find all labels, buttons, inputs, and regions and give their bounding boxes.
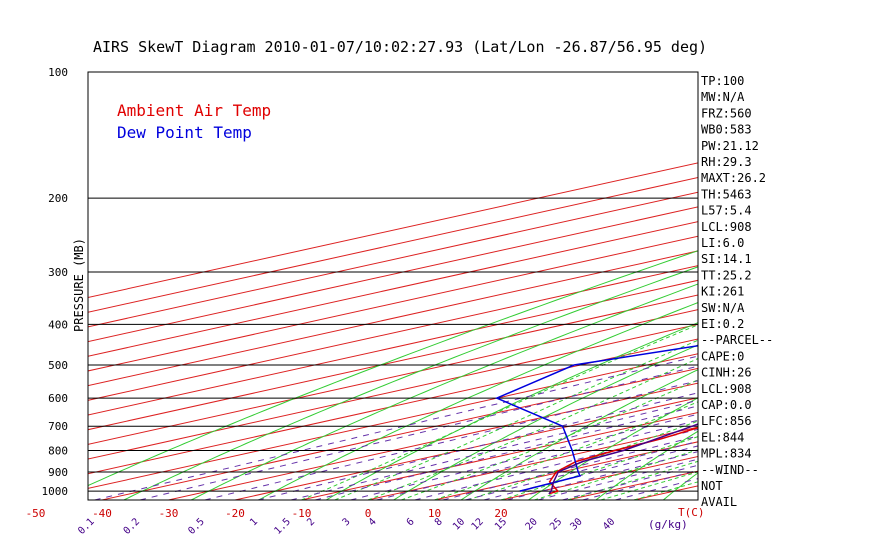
isotherm-line — [88, 191, 698, 328]
stability-index-label: AVAIL — [701, 495, 737, 509]
moist-adiabat-line — [567, 460, 698, 500]
bottom-temp-tick-label: -10 — [292, 507, 312, 520]
moist-adiabat-line — [301, 324, 698, 500]
isotherm-line — [234, 397, 698, 500]
x-axis-label: T(C) — [678, 506, 705, 519]
pressure-tick-label: 200 — [48, 192, 68, 205]
isotherm-line — [88, 177, 698, 313]
plot-frame — [87, 71, 699, 501]
isotherm-line — [88, 162, 698, 299]
stability-index-label: L57:5.4 — [701, 204, 752, 218]
pressure-tick-label: 1000 — [42, 485, 69, 498]
pressure-tick-label: 100 — [48, 66, 68, 79]
dry-adiabat-line — [88, 250, 698, 487]
stability-index-label: KI:261 — [701, 285, 744, 299]
stability-index-label: WB0:583 — [701, 123, 752, 137]
bottom-temp-tick-label: -50 — [26, 507, 46, 520]
isotherm-line — [88, 323, 698, 460]
dry-adiabat-line — [595, 430, 698, 500]
moist-adiabat-line — [500, 436, 698, 500]
series-line-1 — [494, 345, 698, 492]
isotherm-line — [88, 338, 698, 475]
series-line-0 — [548, 426, 698, 495]
chart-title: AIRS SkewT Diagram 2010-01-07/10:02:27.9… — [93, 38, 707, 56]
stability-index-label: EI:0.2 — [701, 317, 744, 331]
isotherm-line — [367, 426, 698, 500]
stability-index-label: FRZ:560 — [701, 106, 752, 120]
bottom-temp-tick-label: -20 — [225, 507, 245, 520]
stability-index-label: TH:5463 — [701, 187, 752, 201]
dry-adiabat-line — [460, 369, 698, 500]
stability-index-label: NOT — [701, 479, 723, 493]
stability-index-label: --PARCEL-- — [701, 333, 773, 347]
isotherm-line — [88, 206, 698, 343]
stability-index-label: MW:N/A — [701, 90, 745, 104]
isotherm-line — [88, 294, 698, 431]
stability-index-label: LI:6.0 — [701, 236, 744, 250]
bottom-temp-tick-label: -30 — [159, 507, 179, 520]
series-line-2 — [548, 423, 698, 495]
stability-index-label: LFC:856 — [701, 414, 752, 428]
pressure-tick-label: 500 — [48, 359, 68, 372]
isotherm-line — [301, 411, 698, 500]
stability-index-label: SW:N/A — [701, 301, 745, 315]
dry-adiabat-line — [190, 283, 698, 500]
pressure-tick-label: 900 — [48, 466, 68, 479]
stability-index-label: MAXT:26.2 — [701, 171, 766, 185]
pressure-tick-label: 300 — [48, 266, 68, 279]
isotherm-line — [101, 367, 698, 500]
bottom-temp-tick-label: -40 — [92, 507, 112, 520]
bottom-temp-tick-label: 10 — [428, 507, 441, 520]
bottom-temp-tick-label: 0 — [365, 507, 372, 520]
moist-adiabat-line — [367, 357, 698, 500]
moist-adiabat-line — [434, 401, 698, 500]
stability-index-label: CINH:26 — [701, 366, 752, 380]
dry-adiabat-line — [258, 302, 698, 500]
stability-index-label: MPL:834 — [701, 447, 752, 461]
y-axis-label: PRESSURE (MB) — [72, 238, 86, 332]
stability-index-label: LCL:908 — [701, 220, 752, 234]
isotherm-line — [168, 382, 698, 500]
legend-dew-point-temp: Dew Point Temp — [117, 123, 252, 142]
stability-index-label: CAP:0.0 — [701, 398, 752, 412]
pressure-tick-label: 800 — [48, 445, 68, 458]
stability-index-label: LCL:908 — [701, 382, 752, 396]
stability-index-label: EL:844 — [701, 430, 744, 444]
stability-index-label: CAPE:0 — [701, 349, 744, 363]
pressure-tick-label: 400 — [48, 318, 68, 331]
isotherm-line — [88, 250, 698, 387]
stability-index-label: RH:29.3 — [701, 155, 752, 169]
mixing-ratio-unit: (g/kg) — [648, 518, 688, 531]
isotherm-line — [88, 221, 698, 357]
isotherm-line — [88, 309, 698, 445]
isotherm-line — [88, 353, 698, 489]
pressure-tick-label: 600 — [48, 392, 68, 405]
isotherm-line — [88, 235, 698, 372]
dry-adiabat-line — [528, 397, 698, 500]
stability-index-label: TT:25.2 — [701, 268, 752, 282]
isotherm-line — [88, 265, 698, 401]
legend-ambient-air-temp: Ambient Air Temp — [117, 101, 271, 120]
stability-index-label: --WIND-- — [701, 463, 759, 477]
isotherm-line — [88, 279, 698, 416]
pressure-tick-label: 700 — [48, 420, 68, 433]
stability-index-label: PW:21.12 — [701, 139, 759, 153]
stability-index-label: TP:100 — [701, 74, 744, 88]
dry-adiabat-line — [123, 266, 698, 500]
bottom-temp-tick-label: 20 — [494, 507, 507, 520]
stability-index-label: SI:14.1 — [701, 252, 752, 266]
